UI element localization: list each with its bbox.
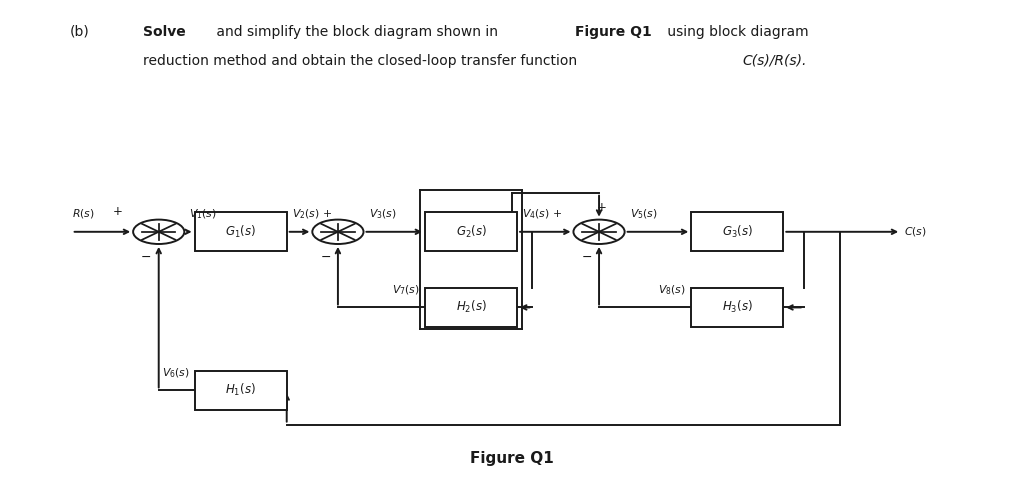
Text: $V_2(s)$ +: $V_2(s)$ + [292,207,332,221]
Text: $C(s)$: $C(s)$ [904,225,927,238]
Text: $V_5(s)$: $V_5(s)$ [630,207,657,221]
Text: $V_7(s)$: $V_7(s)$ [392,283,420,297]
Text: C(s)/R(s).: C(s)/R(s). [742,54,807,68]
Text: $G_3(s)$: $G_3(s)$ [722,224,753,240]
Bar [425,212,517,251]
Text: −: − [141,251,152,264]
Text: $R(s)$: $R(s)$ [72,206,94,220]
Text: $V_6(s)$: $V_6(s)$ [162,366,189,380]
Text: Figure Q1: Figure Q1 [575,25,652,39]
Text: $V_4(s)$ +: $V_4(s)$ + [522,207,562,221]
Text: $V_8(s)$: $V_8(s)$ [658,283,686,297]
Text: (b): (b) [70,25,89,39]
Text: $H_3(s)$: $H_3(s)$ [722,300,753,315]
Text: Figure Q1: Figure Q1 [470,451,554,466]
Text: $H_2(s)$: $H_2(s)$ [456,300,486,315]
Text: Solve: Solve [143,25,186,39]
Bar [691,288,783,327]
Text: $G_1(s)$: $G_1(s)$ [225,224,256,240]
Text: and simplify the block diagram shown in: and simplify the block diagram shown in [212,25,503,39]
Text: −: − [321,251,331,264]
Text: $H_1(s)$: $H_1(s)$ [225,383,256,398]
Circle shape [133,220,184,244]
Text: $V_1(s)$: $V_1(s)$ [189,207,217,221]
Circle shape [312,220,364,244]
Text: $V_3(s)$: $V_3(s)$ [369,207,396,221]
Bar [691,212,783,251]
Circle shape [573,220,625,244]
Text: −: − [582,251,592,264]
Text: +: + [113,205,123,218]
Bar [195,212,287,251]
Text: +: + [597,201,607,214]
Bar [195,371,287,410]
Text: $G_2(s)$: $G_2(s)$ [456,224,486,240]
Text: reduction method and obtain the closed-loop transfer function: reduction method and obtain the closed-l… [143,54,582,68]
Text: using block diagram: using block diagram [663,25,808,39]
Bar [425,288,517,327]
